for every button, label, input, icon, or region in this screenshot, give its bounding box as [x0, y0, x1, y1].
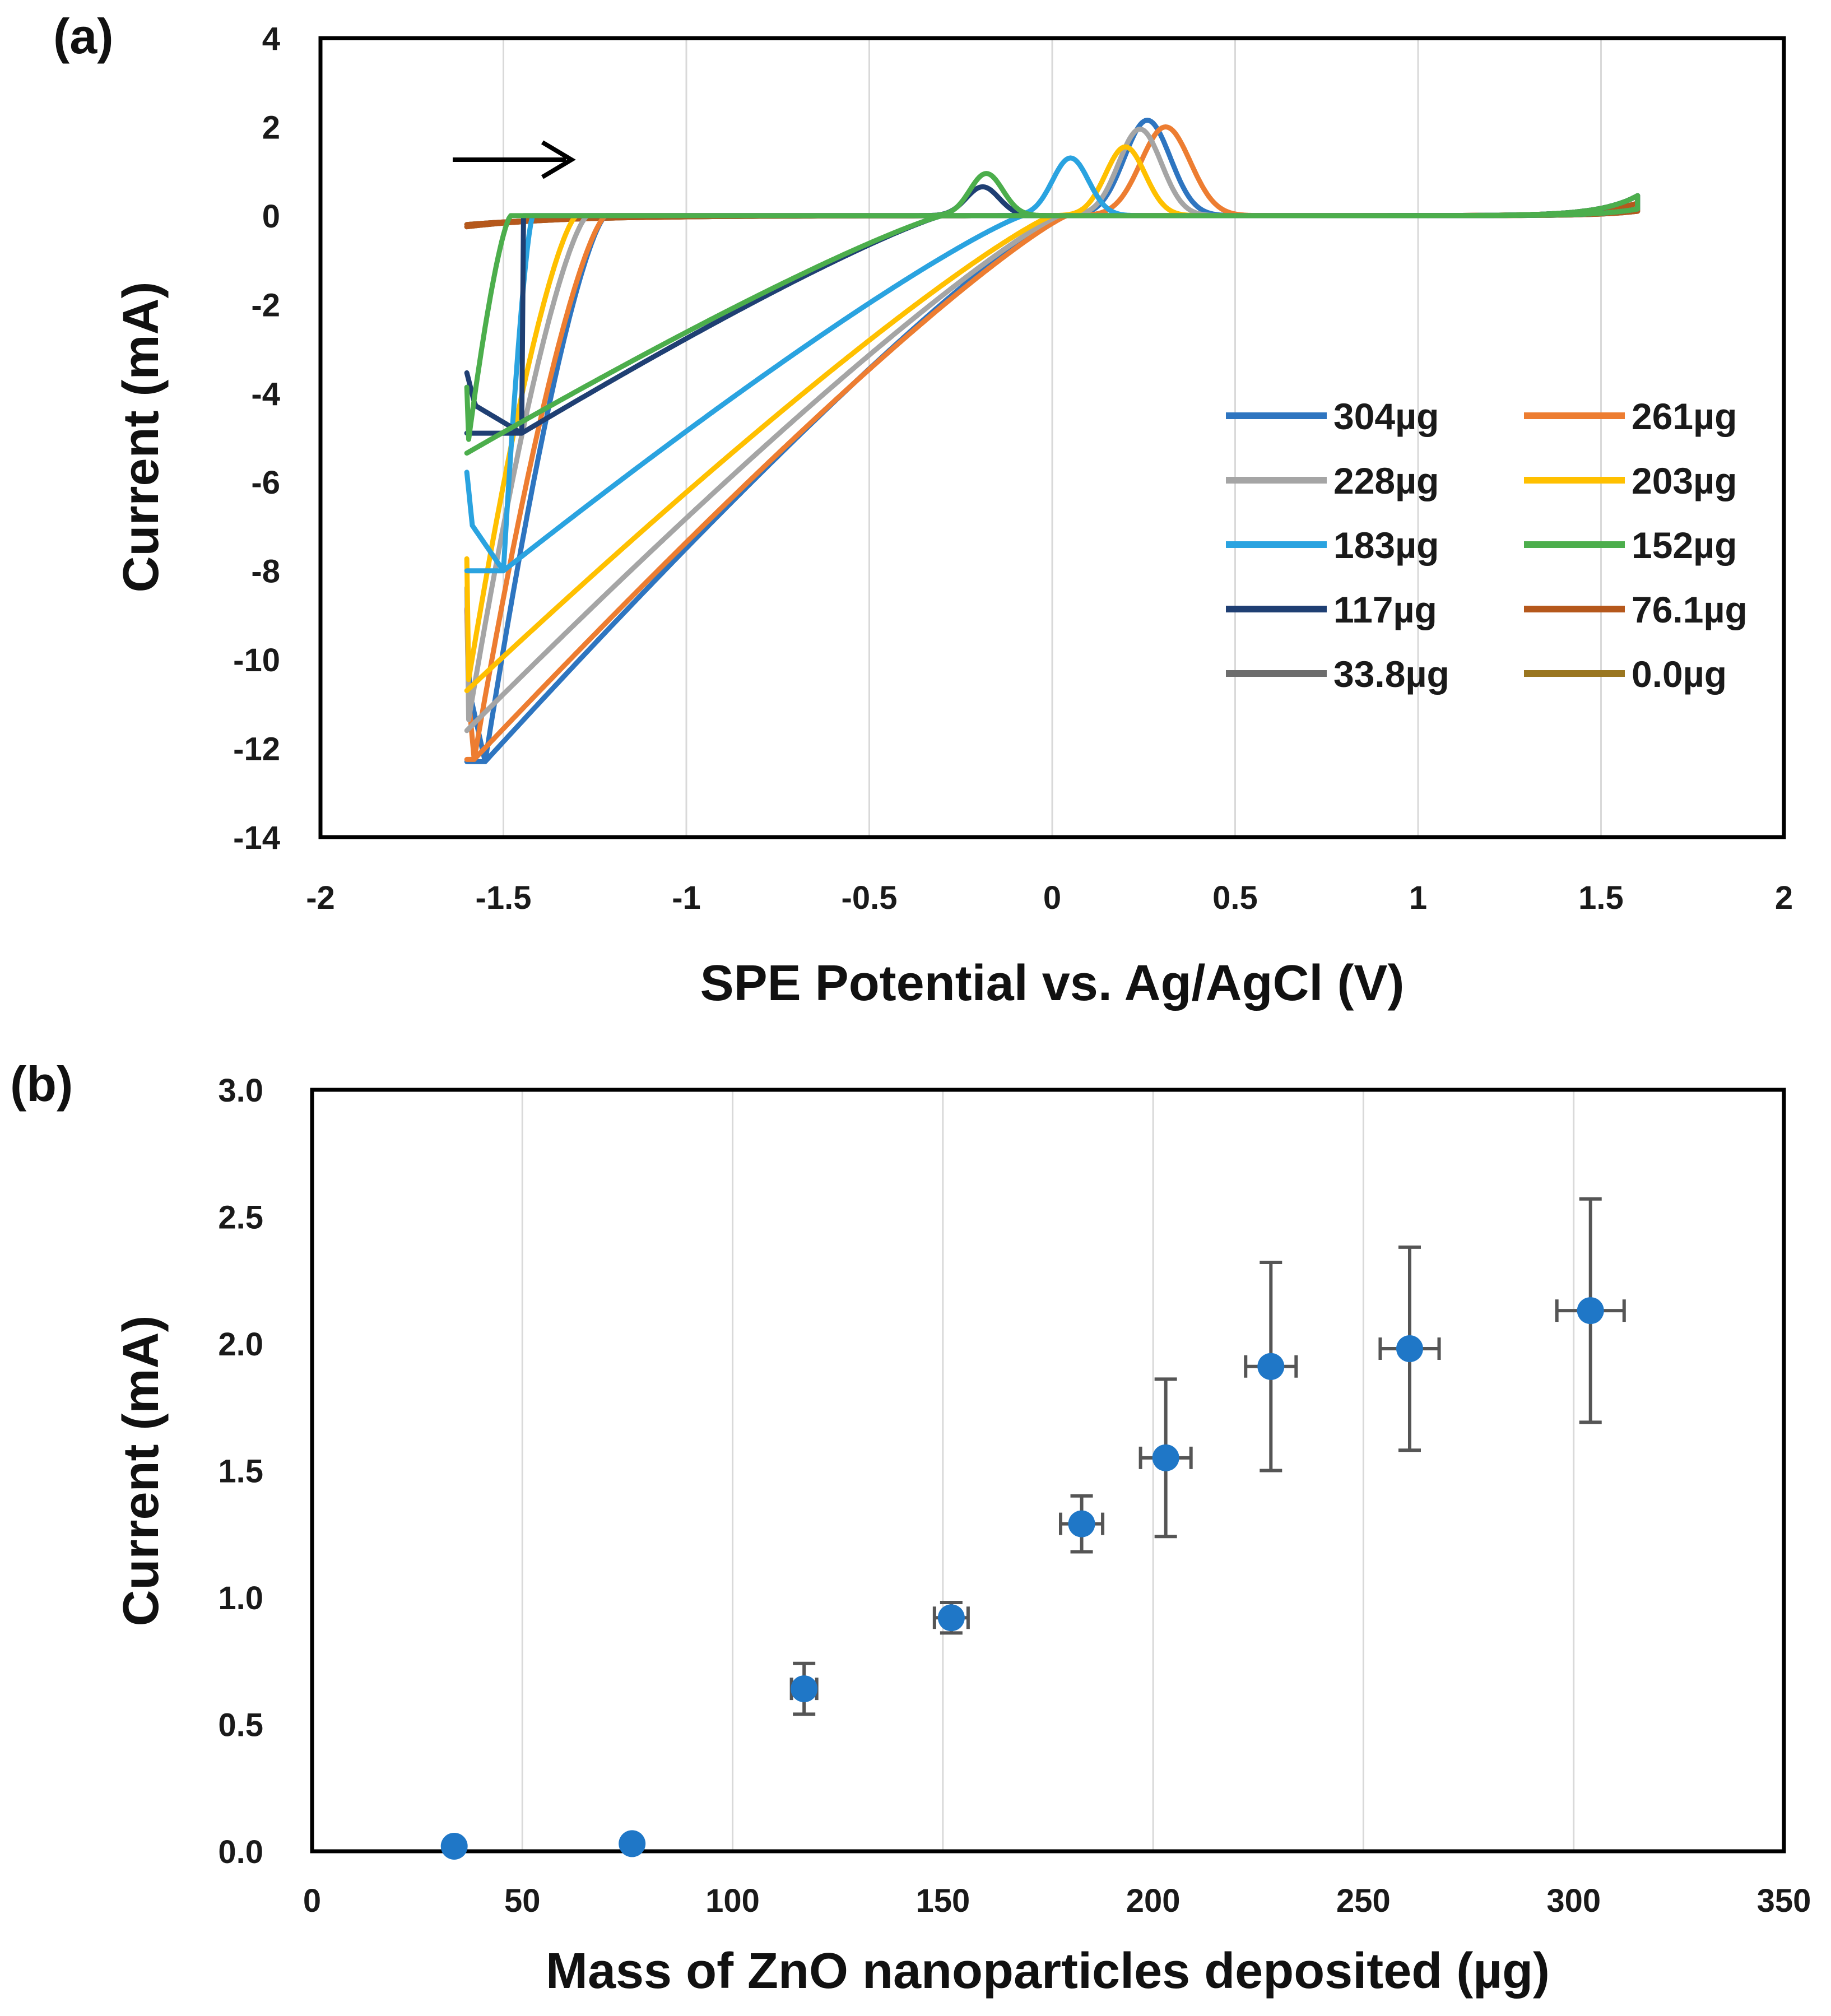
x-tick-label: 150	[916, 1883, 970, 1919]
x-tick-label: 2	[1775, 880, 1793, 916]
panel-b-plot-frame	[310, 1088, 1786, 1854]
legend-label: 117µg	[1333, 589, 1437, 630]
data-point	[932, 1601, 970, 1635]
scan-direction-arrow	[453, 140, 576, 179]
legend-label: 183µg	[1333, 524, 1439, 566]
panel-b: (b) 3.0 2.5 2.0 1.5 1.0 0.5 0.0 0 50 100 150 200 25…	[10, 1056, 1811, 1999]
series-line-152ug	[464, 171, 1641, 456]
legend-label: 76.1µg	[1632, 589, 1748, 630]
panel-a-series	[464, 118, 1641, 764]
data-point	[1059, 1494, 1105, 1554]
point-marker	[1396, 1335, 1423, 1363]
panel-a-x-ticks: -2 -1.5 -1 -0.5 0 0.5 1 1.5 2	[306, 880, 1793, 916]
legend-label: 33.8µg	[1333, 653, 1449, 695]
y-tick-label: -2	[251, 287, 280, 323]
panel-a-x-axis-title: SPE Potential vs. Ag/AgCl (V)	[700, 955, 1405, 1011]
y-tick-label: 0.0	[218, 1834, 263, 1870]
x-tick-label: -1.5	[476, 880, 532, 916]
y-tick-label: -4	[251, 376, 280, 412]
point-marker	[440, 1832, 468, 1860]
legend-label: 261µg	[1632, 396, 1737, 437]
panel-a-plot-frame	[318, 36, 1786, 839]
x-tick-label: 1.5	[1578, 880, 1624, 916]
data-point	[1378, 1245, 1441, 1452]
x-tick-label: 200	[1126, 1883, 1181, 1919]
data-point	[1138, 1377, 1193, 1539]
data-point	[1244, 1261, 1298, 1472]
panel-b-label: (b)	[10, 1056, 73, 1112]
panel-a-label: (a)	[53, 8, 114, 64]
point-marker	[619, 1830, 646, 1857]
y-tick-label: 1.5	[218, 1453, 263, 1490]
y-tick-label: 2	[262, 109, 280, 146]
panel-a-y-ticks: 4 2 0 -2 -4 -6 -8 -10 -12 -14	[233, 21, 280, 856]
data-point	[789, 1661, 819, 1716]
y-tick-label: 2.5	[218, 1200, 263, 1236]
legend-label: 203µg	[1632, 460, 1737, 501]
x-tick-label: -2	[306, 880, 335, 916]
panel-b-x-axis-title: Mass of ZnO nanoparticles deposited (µg)	[546, 1943, 1550, 1999]
x-tick-label: 350	[1757, 1883, 1811, 1919]
data-point	[1555, 1197, 1626, 1424]
point-marker	[1257, 1353, 1285, 1380]
x-tick-label: -0.5	[842, 880, 898, 916]
panel-a: (a) 4 2 0 -2 -4 -6 -8 -10 -12 -14 -2 -1.5 -1 -0.5 0 0.…	[53, 8, 1793, 1011]
y-tick-label: 0.5	[218, 1707, 263, 1744]
y-tick-label: 2.0	[218, 1326, 263, 1363]
point-marker	[937, 1604, 965, 1632]
point-marker	[1068, 1510, 1095, 1537]
panel-b-points	[440, 1197, 1626, 1860]
y-tick-label: -12	[233, 731, 280, 768]
x-tick-label: 1	[1409, 880, 1427, 916]
legend-label: 0.0µg	[1632, 653, 1727, 695]
y-tick-label: 0	[262, 198, 280, 235]
y-tick-label: -8	[251, 554, 280, 590]
data-point	[619, 1830, 646, 1857]
x-tick-label: 300	[1546, 1883, 1601, 1919]
panel-b-gridlines	[521, 1090, 1575, 1851]
panel-a-legend: 304µg 261µg 228µg 203µg 183µg 152µg 117µg 76.1µ…	[1226, 396, 1748, 695]
legend-label: 304µg	[1333, 396, 1439, 437]
y-tick-label: -14	[233, 820, 280, 856]
data-point	[440, 1832, 468, 1860]
y-tick-label: -6	[251, 464, 280, 501]
x-tick-label: 50	[504, 1883, 541, 1919]
panel-b-y-ticks: 3.0 2.5 2.0 1.5 1.0 0.5 0.0	[218, 1072, 263, 1870]
panel-a-gridlines	[503, 38, 1602, 837]
x-tick-label: 0	[1043, 880, 1061, 916]
x-tick-label: -1	[672, 880, 701, 916]
panel-b-x-ticks: 0 50 100 150 200 250 300 350	[303, 1883, 1811, 1919]
x-tick-label: 0	[303, 1883, 321, 1919]
x-tick-label: 250	[1336, 1883, 1391, 1919]
point-marker	[791, 1675, 818, 1703]
panel-a-y-axis-title: Current (mA)	[113, 282, 169, 593]
point-marker	[1577, 1297, 1604, 1325]
x-tick-label: 0.5	[1212, 880, 1258, 916]
x-tick-label: 100	[705, 1883, 760, 1919]
y-tick-label: 1.0	[218, 1580, 263, 1616]
point-marker	[1152, 1444, 1179, 1471]
legend-label: 152µg	[1632, 524, 1737, 566]
legend-label: 228µg	[1333, 460, 1439, 501]
y-tick-label: 3.0	[218, 1072, 263, 1109]
y-tick-label: 4	[262, 21, 280, 57]
y-tick-label: -10	[233, 642, 280, 679]
panel-b-y-axis-title: Current (mA)	[113, 1316, 169, 1627]
